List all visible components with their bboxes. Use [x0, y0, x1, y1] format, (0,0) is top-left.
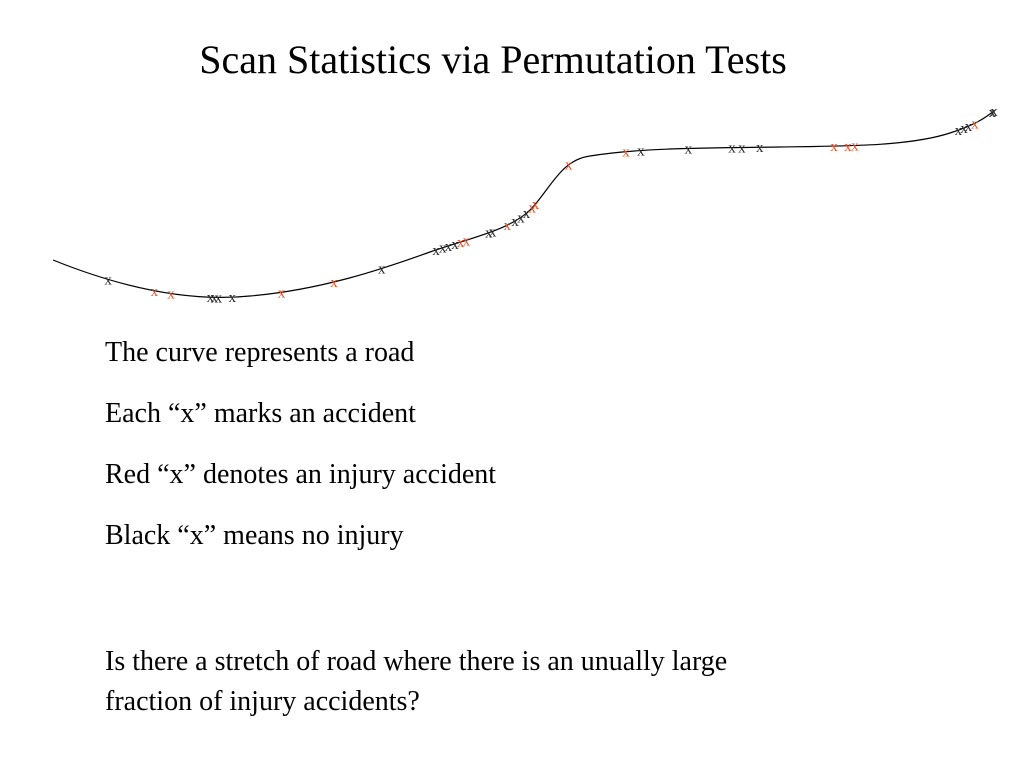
no-injury-accident-marker: x: [485, 226, 493, 242]
no-injury-accident-marker: x: [211, 290, 219, 306]
no-injury-accident-marker: x: [989, 105, 997, 121]
bullet-no-injury: Black “x” means no injury: [105, 520, 404, 551]
bullet-injury: Red “x” denotes an injury accident: [105, 459, 497, 490]
no-injury-accident-marker: x: [215, 290, 223, 306]
no-injury-accident-marker: x: [451, 237, 459, 253]
injury-accident-marker: x: [830, 139, 838, 155]
bullet-accident: Each “x” marks an accident: [105, 398, 416, 429]
injury-accident-marker: x: [330, 275, 338, 291]
no-injury-accident-marker: x: [378, 261, 386, 277]
no-injury-accident-marker: x: [439, 241, 447, 257]
no-injury-accident-marker: x: [965, 119, 973, 135]
question-line-2: fraction of injury accidents?: [105, 686, 420, 717]
injury-accident-marker: x: [463, 233, 471, 249]
no-injury-accident-marker: x: [955, 123, 963, 139]
no-injury-accident-marker: x: [728, 141, 736, 157]
injury-accident-marker: x: [851, 139, 859, 155]
question-line-1: Is there a stretch of road where there i…: [105, 646, 728, 677]
no-injury-accident-marker: x: [228, 290, 236, 306]
no-injury-accident-marker: x: [738, 140, 746, 156]
question-text: Is there a stretch of road where there i…: [105, 642, 727, 722]
no-injury-accident-marker: x: [756, 140, 764, 156]
injury-accident-marker: x: [167, 287, 175, 303]
road-curve: [52, 110, 995, 299]
no-injury-accident-marker: x: [511, 214, 519, 230]
no-injury-accident-marker: x: [637, 144, 645, 160]
injury-accident-marker: x: [565, 158, 573, 174]
no-injury-accident-marker: x: [432, 243, 440, 259]
injury-accident-marker: x: [844, 139, 852, 155]
injury-accident-marker: x: [529, 201, 537, 217]
no-injury-accident-marker: x: [517, 210, 525, 226]
injury-accident-marker: x: [151, 284, 159, 300]
injury-accident-marker: x: [622, 145, 630, 161]
no-injury-accident-marker: x: [104, 272, 112, 288]
no-injury-accident-marker: x: [960, 121, 968, 137]
injury-accident-marker: x: [532, 197, 540, 213]
no-injury-accident-marker: x: [523, 206, 531, 222]
injury-accident-marker: x: [971, 116, 979, 132]
injury-accident-marker: x: [504, 218, 512, 234]
no-injury-accident-marker: x: [990, 104, 998, 120]
slide-title: Scan Statistics via Permutation Tests: [199, 37, 787, 82]
no-injury-accident-marker: x: [207, 290, 215, 306]
no-injury-accident-marker: x: [685, 141, 693, 157]
injury-accident-marker: x: [278, 285, 286, 301]
bullet-road: The curve represents a road: [105, 337, 415, 368]
injury-accident-marker: x: [457, 235, 465, 251]
no-injury-accident-marker: x: [445, 239, 453, 255]
no-injury-accident-marker: x: [489, 224, 497, 240]
